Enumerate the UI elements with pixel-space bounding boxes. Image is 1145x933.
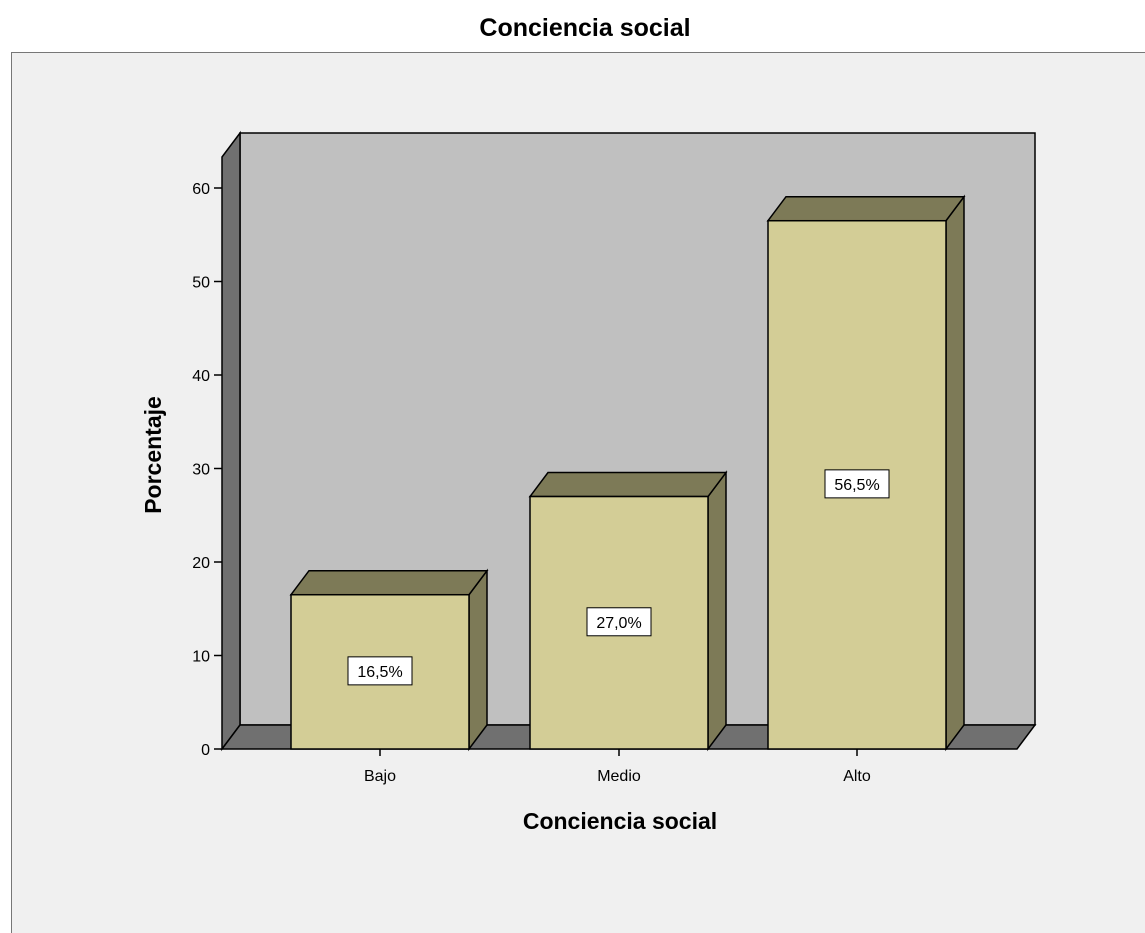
x-tick-label: Medio xyxy=(597,768,641,785)
bar-side xyxy=(707,470,727,752)
bar: 16,5% xyxy=(289,568,489,752)
x-tick-label: Bajo xyxy=(364,768,396,785)
bar-top xyxy=(528,471,728,498)
y-axis: 0 10 20 30 40 50 60 xyxy=(192,181,222,759)
chart-title: Conciencia social xyxy=(479,14,691,42)
bar: 27,0% xyxy=(528,470,728,752)
side-wall xyxy=(221,130,241,752)
y-tick-label: 50 xyxy=(192,275,210,292)
y-tick-label: 0 xyxy=(201,742,210,759)
bar-chart: 0 10 20 30 40 50 60 16,5% 27,0% 56,5% Bajo Medio A… xyxy=(140,130,1037,834)
x-axis-title: Conciencia social xyxy=(523,808,717,834)
bar-top xyxy=(289,569,489,596)
bar: 56,5% xyxy=(766,194,966,752)
y-tick-label: 10 xyxy=(192,649,210,666)
y-tick-label: 40 xyxy=(192,368,210,385)
x-tick-label: Alto xyxy=(843,768,871,785)
y-tick-label: 30 xyxy=(192,462,210,479)
y-tick-label: 60 xyxy=(192,181,210,198)
bars: 16,5% 27,0% 56,5% xyxy=(289,194,966,752)
y-axis-title: Porcentaje xyxy=(140,396,166,514)
x-axis: Bajo Medio Alto xyxy=(364,749,871,785)
data-label: 16,5% xyxy=(357,664,402,681)
data-label: 56,5% xyxy=(834,477,879,494)
bar-side xyxy=(468,568,488,752)
data-label: 27,0% xyxy=(596,615,641,632)
data-label-box xyxy=(586,607,652,637)
y-tick-label: 20 xyxy=(192,555,210,572)
data-label-box xyxy=(824,469,890,499)
data-label-box xyxy=(347,656,413,686)
bar-top xyxy=(766,195,966,222)
bar-side xyxy=(945,194,965,752)
